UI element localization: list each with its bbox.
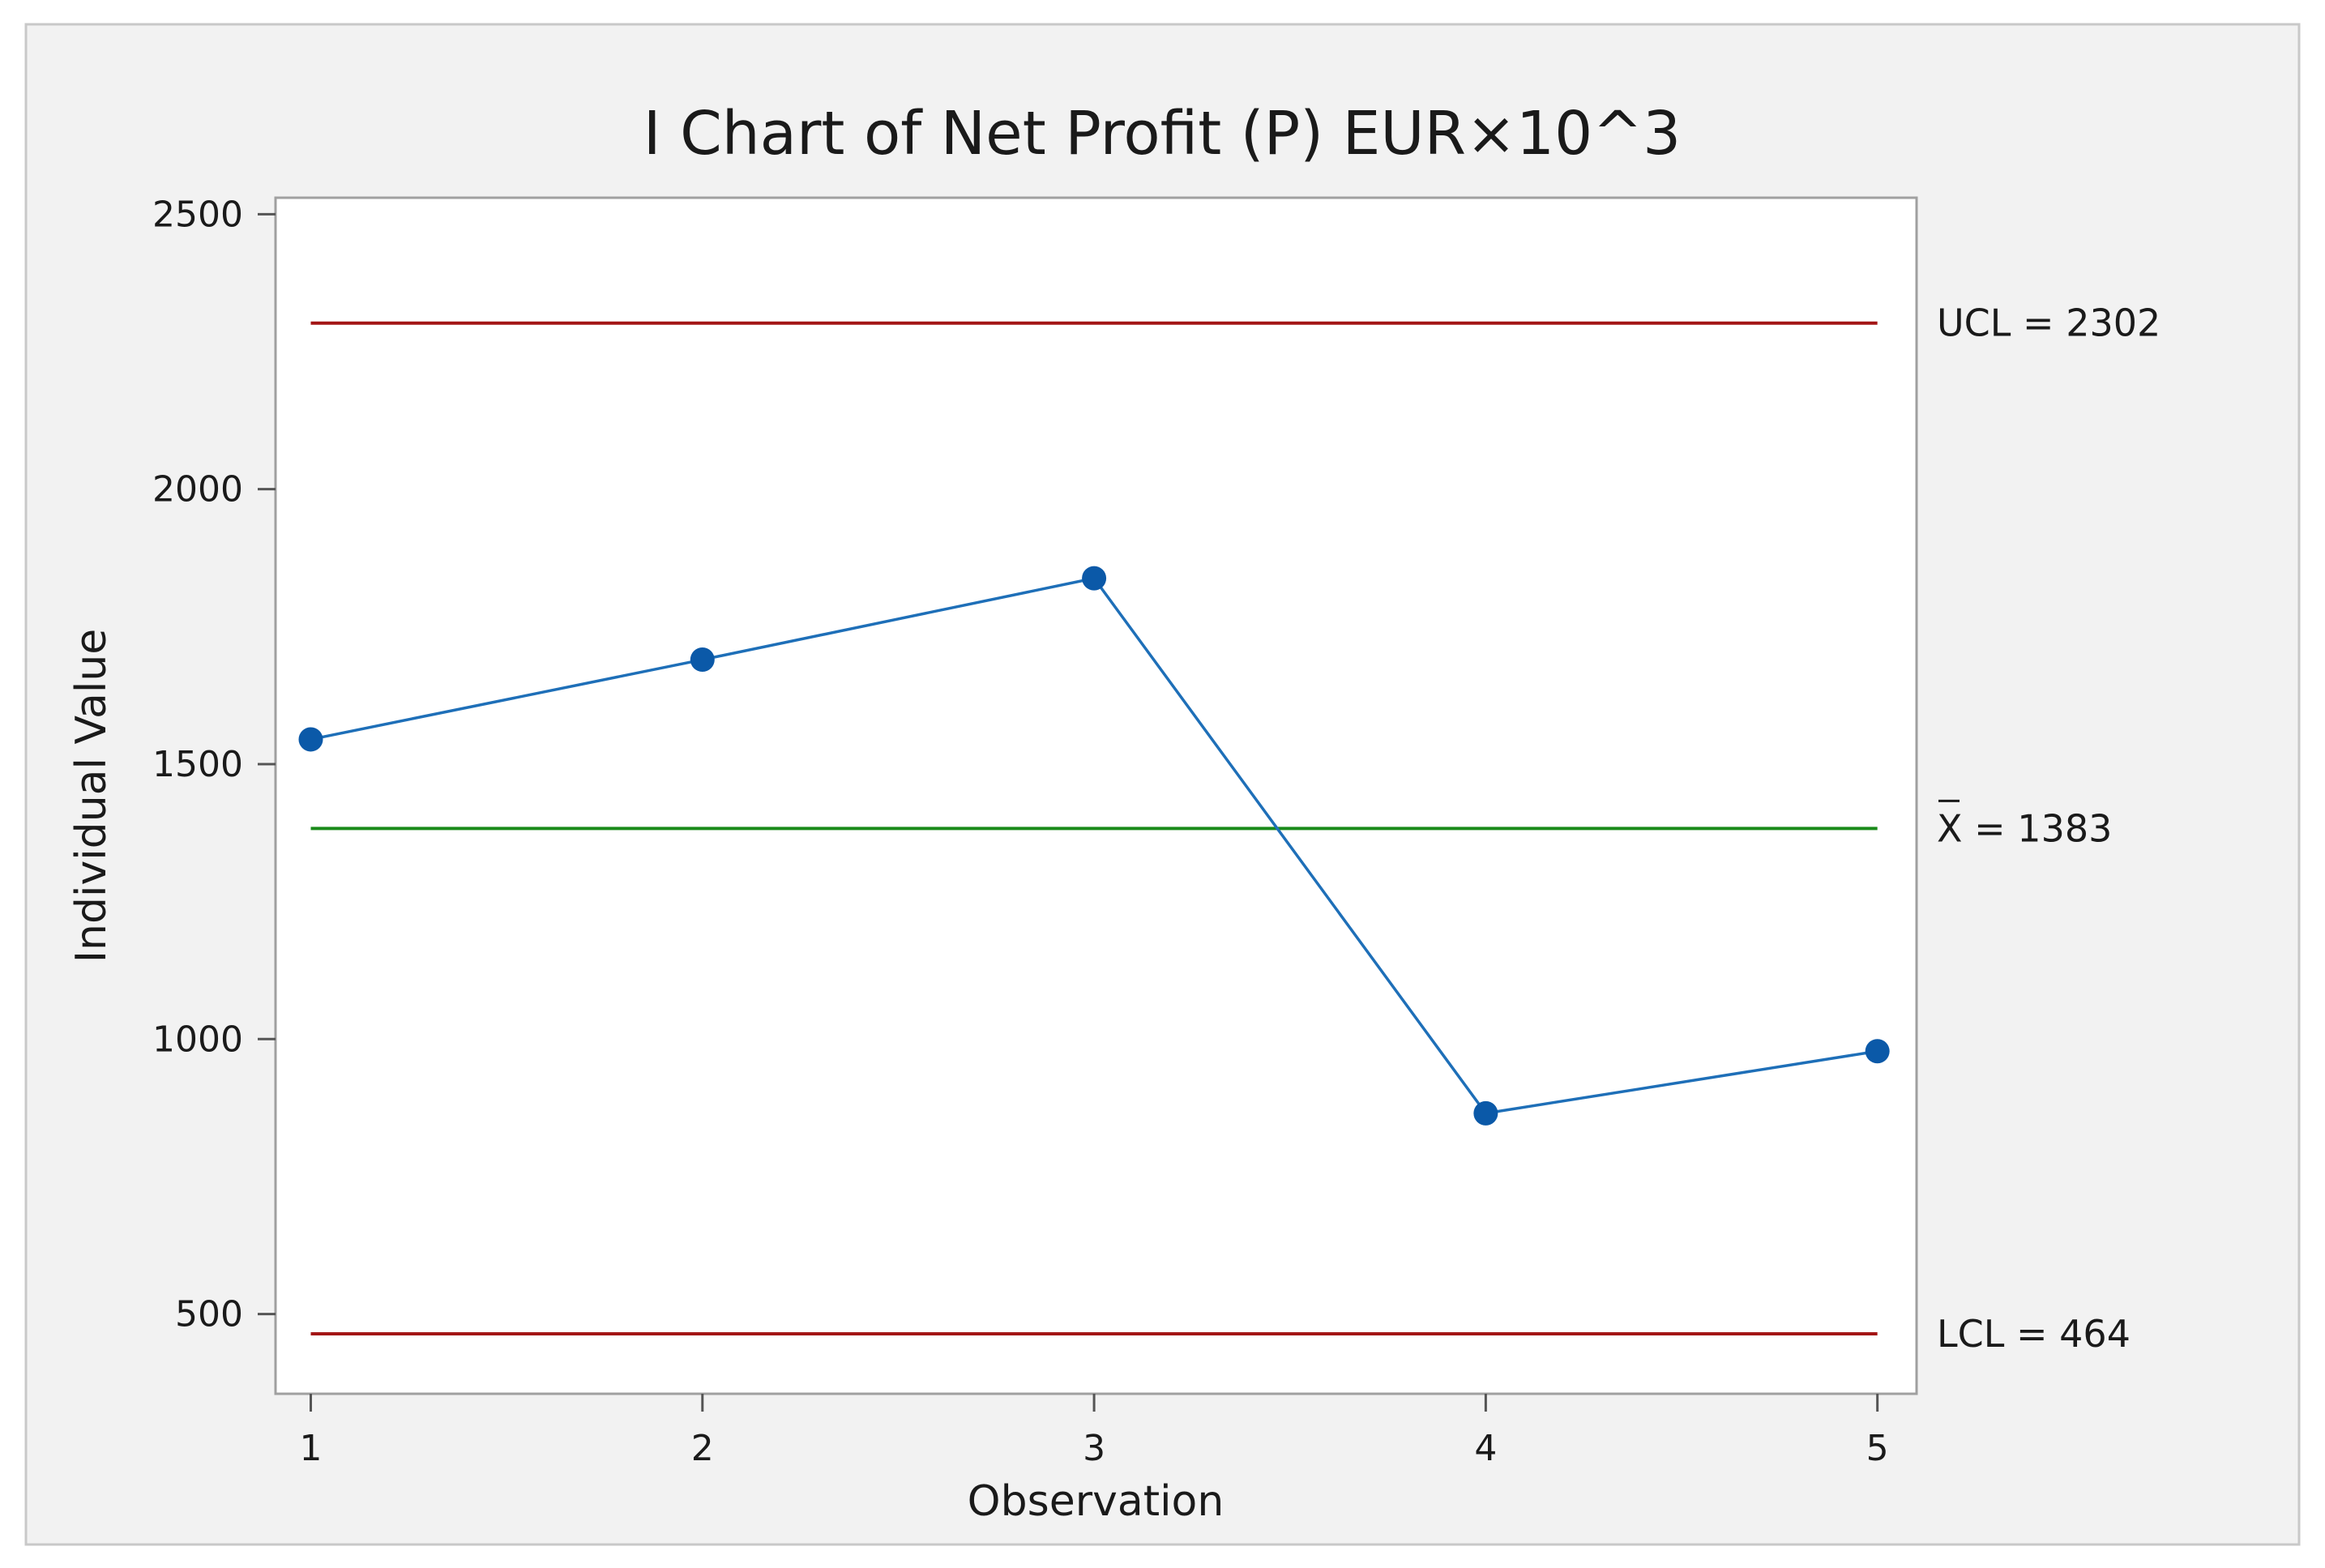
data-point bbox=[1473, 1100, 1498, 1126]
data-point bbox=[690, 647, 715, 673]
control-limit-center-label: X = 1383 bbox=[1937, 806, 2112, 850]
y-tick-label: 1500 bbox=[152, 744, 243, 785]
y-tick-label: 2500 bbox=[152, 194, 243, 235]
control-limit-labels: UCL = 2302 X = 1383 LCL = 464 bbox=[1937, 301, 2160, 1356]
y-tick-label: 1000 bbox=[152, 1019, 243, 1060]
y-tick-label: 500 bbox=[175, 1294, 243, 1335]
chart-title: I Chart of Net Profit (P) EUR×10^3 bbox=[643, 99, 1682, 169]
series-segment bbox=[310, 658, 703, 741]
y-tick-label: 2000 bbox=[152, 469, 243, 511]
data-point bbox=[298, 727, 323, 752]
x-tick-label: 5 bbox=[1866, 1428, 1889, 1469]
plot-area bbox=[274, 196, 1918, 1395]
data-point bbox=[1082, 566, 1107, 591]
control-limit-ucl-label: UCL = 2302 bbox=[1937, 301, 2160, 345]
x-tick-label: 1 bbox=[299, 1428, 322, 1469]
series-segment bbox=[702, 576, 1095, 661]
x-axis-label: Observation bbox=[968, 1477, 1224, 1526]
series-segment bbox=[1092, 577, 1487, 1114]
y-axis: 500 1000 1500 2000 2500 bbox=[152, 194, 276, 1335]
x-tick-label: 4 bbox=[1474, 1428, 1497, 1469]
data-point bbox=[1865, 1039, 1890, 1064]
x-tick-label: 3 bbox=[1083, 1428, 1105, 1469]
control-limit-lcl-label: LCL = 464 bbox=[1937, 1312, 2131, 1356]
x-tick-label: 2 bbox=[691, 1428, 714, 1469]
x-axis: 1 2 3 4 5 bbox=[299, 1394, 1889, 1469]
series-segment bbox=[1485, 1049, 1878, 1115]
y-axis-label: Individual Value bbox=[67, 629, 116, 963]
control-limit-lines bbox=[310, 321, 1878, 1336]
data-series bbox=[298, 566, 1890, 1126]
